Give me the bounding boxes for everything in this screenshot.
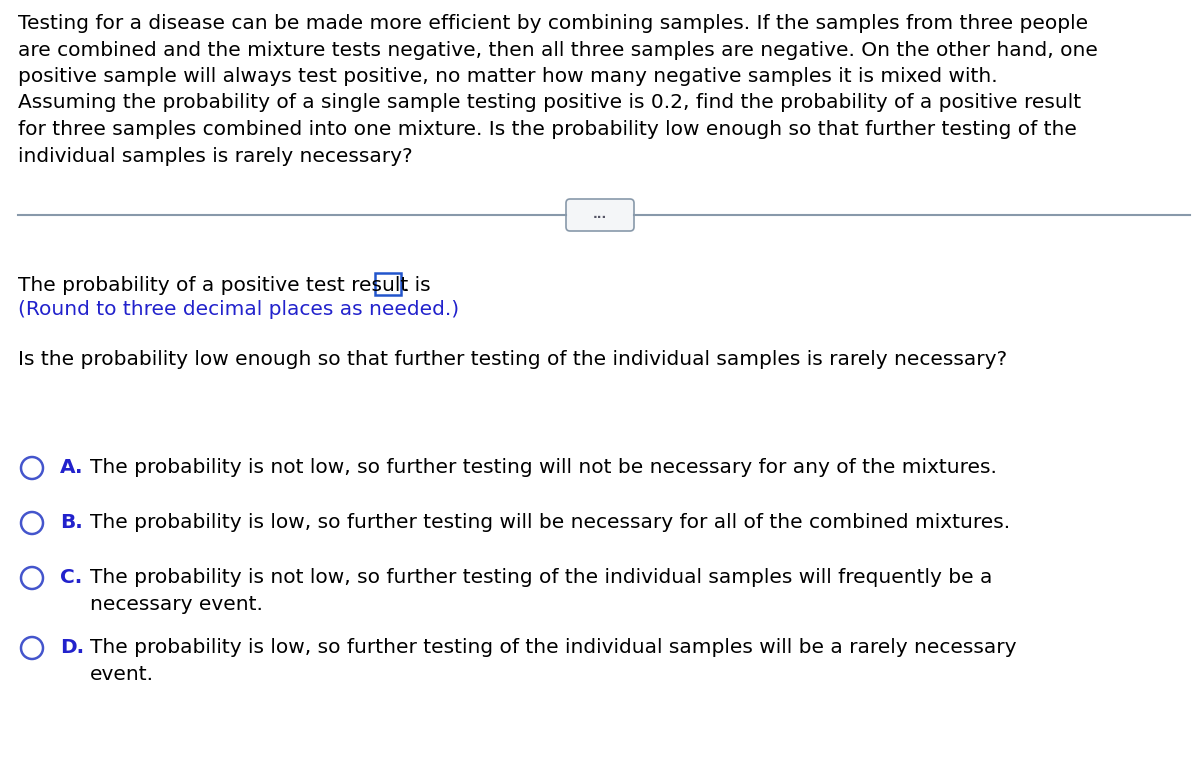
Text: The probability is low, so further testing of the individual samples will be a r: The probability is low, so further testi…: [90, 638, 1016, 684]
Text: C.: C.: [60, 568, 83, 587]
Text: Is the probability low enough so that further testing of the individual samples : Is the probability low enough so that fu…: [18, 350, 1007, 369]
Text: D.: D.: [60, 638, 84, 657]
Text: The probability is not low, so further testing will not be necessary for any of : The probability is not low, so further t…: [90, 458, 997, 477]
Text: .: .: [403, 276, 409, 295]
FancyBboxPatch shape: [374, 273, 401, 295]
Text: A.: A.: [60, 458, 84, 477]
Circle shape: [22, 512, 43, 534]
Text: B.: B.: [60, 513, 83, 532]
Circle shape: [22, 637, 43, 659]
FancyBboxPatch shape: [566, 199, 634, 231]
Text: Testing for a disease can be made more efficient by combining samples. If the sa: Testing for a disease can be made more e…: [18, 14, 1098, 165]
Text: The probability is not low, so further testing of the individual samples will fr: The probability is not low, so further t…: [90, 568, 992, 614]
Text: ...: ...: [593, 208, 607, 221]
Circle shape: [22, 567, 43, 589]
Text: The probability of a positive test result is: The probability of a positive test resul…: [18, 276, 431, 295]
Text: The probability is low, so further testing will be necessary for all of the comb: The probability is low, so further testi…: [90, 513, 1010, 532]
Text: (Round to three decimal places as needed.): (Round to three decimal places as needed…: [18, 300, 460, 319]
Circle shape: [22, 457, 43, 479]
